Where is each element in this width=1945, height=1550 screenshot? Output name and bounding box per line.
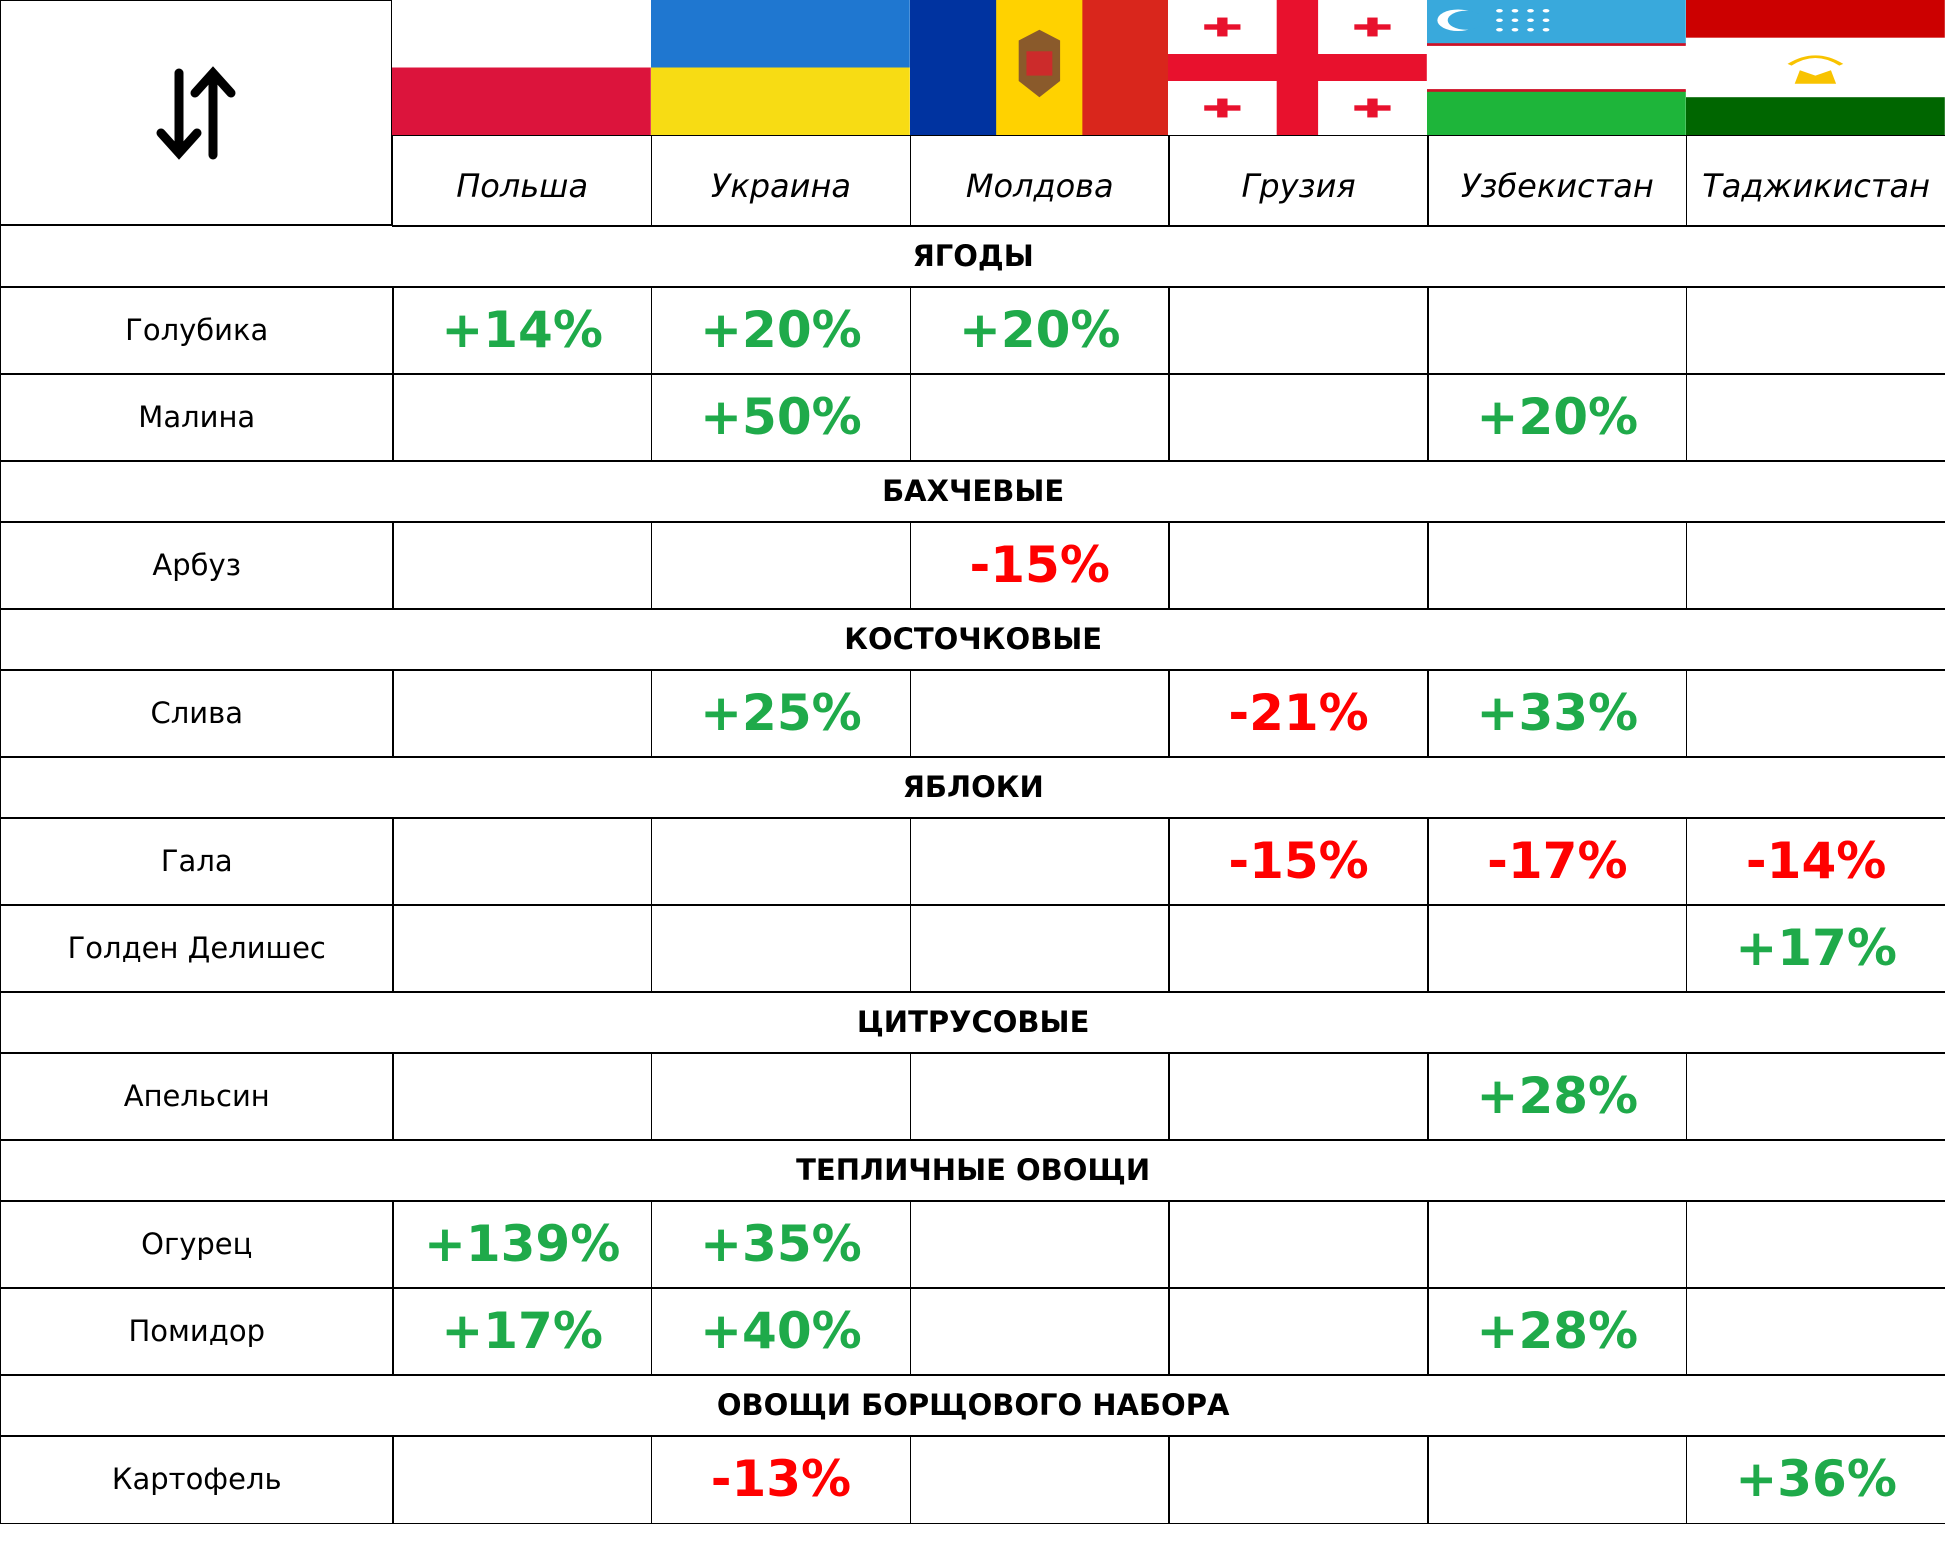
empty-cell [1427, 286, 1688, 375]
empty-cell [1168, 1200, 1429, 1289]
empty-cell [650, 1052, 912, 1141]
value-cell: +40% [650, 1287, 912, 1376]
empty-cell [909, 1200, 1170, 1289]
empty-cell [909, 1052, 1170, 1141]
empty-cell [1686, 1287, 1945, 1376]
section-header: ЯГОДЫ [0, 225, 1945, 288]
empty-cell [1686, 373, 1945, 462]
empty-cell [392, 904, 653, 993]
empty-cell [650, 904, 912, 993]
empty-cell [650, 817, 912, 906]
value-cell: -14% [1686, 817, 1945, 906]
empty-cell [1427, 1200, 1688, 1289]
country-name: Таджикистан [1686, 135, 1945, 227]
empty-cell [909, 669, 1170, 758]
country-name: Украина [650, 135, 912, 227]
empty-cell [392, 521, 653, 610]
empty-cell [1686, 669, 1945, 758]
value-cell: +25% [650, 669, 912, 758]
empty-cell [909, 373, 1170, 462]
value-cell: -15% [1168, 817, 1429, 906]
country-name: Грузия [1168, 135, 1429, 227]
empty-cell [650, 521, 912, 610]
section-header: ЯБЛОКИ [0, 756, 1945, 819]
section-header: КОСТОЧКОВЫЕ [0, 608, 1945, 671]
empty-cell [909, 1435, 1170, 1524]
section-header: ТЕПЛИЧНЫЕ ОВОЩИ [0, 1139, 1945, 1202]
row-label: Помидор [0, 1287, 394, 1376]
empty-cell [1427, 1435, 1688, 1524]
flag [1168, 0, 1428, 135]
empty-cell [1168, 1052, 1429, 1141]
value-cell: +20% [1427, 373, 1688, 462]
empty-cell [392, 373, 653, 462]
value-cell: -21% [1168, 669, 1429, 758]
empty-cell [1686, 286, 1945, 375]
empty-cell [1168, 286, 1429, 375]
value-cell: +20% [650, 286, 912, 375]
empty-cell [1686, 1052, 1945, 1141]
row-label: Арбуз [0, 521, 394, 610]
section-header: БАХЧЕВЫЕ [0, 460, 1945, 523]
empty-cell [392, 817, 653, 906]
empty-cell [909, 817, 1170, 906]
row-label: Малина [0, 373, 394, 462]
value-cell: +139% [392, 1200, 653, 1289]
empty-cell [392, 1435, 653, 1524]
row-label: Слива [0, 669, 394, 758]
flag [650, 0, 910, 135]
sort-icon-cell[interactable] [0, 0, 392, 225]
country-name: Польша [392, 135, 653, 227]
value-cell: +20% [909, 286, 1170, 375]
value-cell: +36% [1686, 1435, 1945, 1524]
value-cell: +28% [1427, 1052, 1688, 1141]
empty-cell [1168, 521, 1429, 610]
country-name: Узбекистан [1427, 135, 1688, 227]
section-header: ЦИТРУСОВЫЕ [0, 991, 1945, 1054]
row-label: Картофель [0, 1435, 394, 1524]
value-cell: -15% [909, 521, 1170, 610]
flag [1686, 0, 1945, 135]
empty-cell [909, 904, 1170, 993]
flag [909, 0, 1169, 135]
empty-cell [1686, 1200, 1945, 1289]
row-label: Гала [0, 817, 394, 906]
empty-cell [1168, 1287, 1429, 1376]
country-name: Молдова [909, 135, 1170, 227]
row-label: Огурец [0, 1200, 394, 1289]
empty-cell [1427, 521, 1688, 610]
section-header: ОВОЩИ БОРЩОВОГО НАБОРА [0, 1374, 1945, 1437]
value-cell: +17% [1686, 904, 1945, 993]
flag [1427, 0, 1686, 135]
value-cell: -17% [1427, 817, 1688, 906]
empty-cell [392, 669, 653, 758]
row-label: Голден Делишес [0, 904, 394, 993]
row-label: Голубика [0, 286, 394, 375]
empty-cell [1168, 373, 1429, 462]
value-cell: +14% [392, 286, 653, 375]
value-cell: -13% [650, 1435, 912, 1524]
empty-cell [1168, 1435, 1429, 1524]
value-cell: +50% [650, 373, 912, 462]
flag [392, 0, 651, 135]
empty-cell [1686, 521, 1945, 610]
value-cell: +28% [1427, 1287, 1688, 1376]
empty-cell [392, 1052, 653, 1141]
empty-cell [909, 1287, 1170, 1376]
empty-cell [1427, 904, 1688, 993]
value-cell: +35% [650, 1200, 912, 1289]
row-label: Апельсин [0, 1052, 394, 1141]
sort-icon [156, 65, 236, 160]
empty-cell [1168, 904, 1429, 993]
value-cell: +17% [392, 1287, 653, 1376]
value-cell: +33% [1427, 669, 1688, 758]
